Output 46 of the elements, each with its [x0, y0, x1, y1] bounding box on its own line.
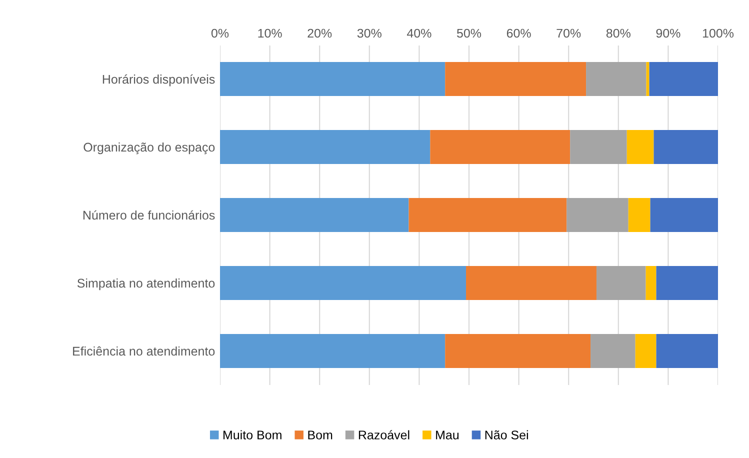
y-tick-label: Eficiência no atendimento: [73, 346, 215, 356]
bar: [656, 334, 718, 368]
y-tick-label: Organização do espaço: [84, 142, 215, 154]
x-tick-label: 40%: [406, 28, 432, 38]
y-tick-label: Número de funcionários: [83, 210, 215, 220]
bar: [596, 266, 646, 300]
x-tick-label: 20%: [308, 28, 332, 38]
x-tick-label: 90%: [656, 28, 680, 38]
bar: [220, 334, 446, 368]
x-tick-label: 0%: [211, 28, 229, 38]
bar: [445, 62, 586, 96]
x-tick-label: 50%: [456, 28, 482, 38]
x-tick-label: 70%: [556, 28, 581, 38]
legend-label: Mau: [436, 430, 459, 440]
bar: [654, 130, 718, 164]
legend-label: Razoável: [358, 430, 410, 440]
legend-label: Muito Bom: [224, 430, 282, 440]
bar: [220, 266, 466, 300]
x-tick-label: 60%: [506, 28, 531, 38]
bar: [590, 334, 636, 368]
bar: [220, 62, 446, 96]
bar: [649, 62, 718, 96]
bar: [466, 266, 596, 300]
x-tick-label: 100%: [702, 28, 734, 38]
bar: [646, 62, 650, 96]
bar: [656, 266, 718, 300]
bar: [408, 198, 567, 232]
x-tick-label: 10%: [258, 28, 282, 38]
bar: [566, 198, 628, 232]
bar: [635, 334, 656, 368]
x-tick-label: 80%: [606, 28, 630, 38]
legend-label: Bom: [308, 430, 332, 440]
bar: [628, 198, 650, 232]
bar: [445, 334, 591, 368]
x-tick-label: 30%: [357, 28, 382, 38]
bar: [220, 130, 430, 164]
bar: [650, 198, 718, 232]
bar: [570, 130, 627, 164]
y-tick-label: Simpatia no atendimento: [77, 278, 215, 290]
legend-label: Não Sei: [485, 430, 528, 440]
bar: [586, 62, 646, 96]
y-tick-label: Horários disponíveis: [102, 74, 215, 86]
bar: [626, 130, 654, 164]
bar: [646, 266, 656, 300]
bar: [430, 130, 570, 164]
bar: [220, 198, 409, 232]
